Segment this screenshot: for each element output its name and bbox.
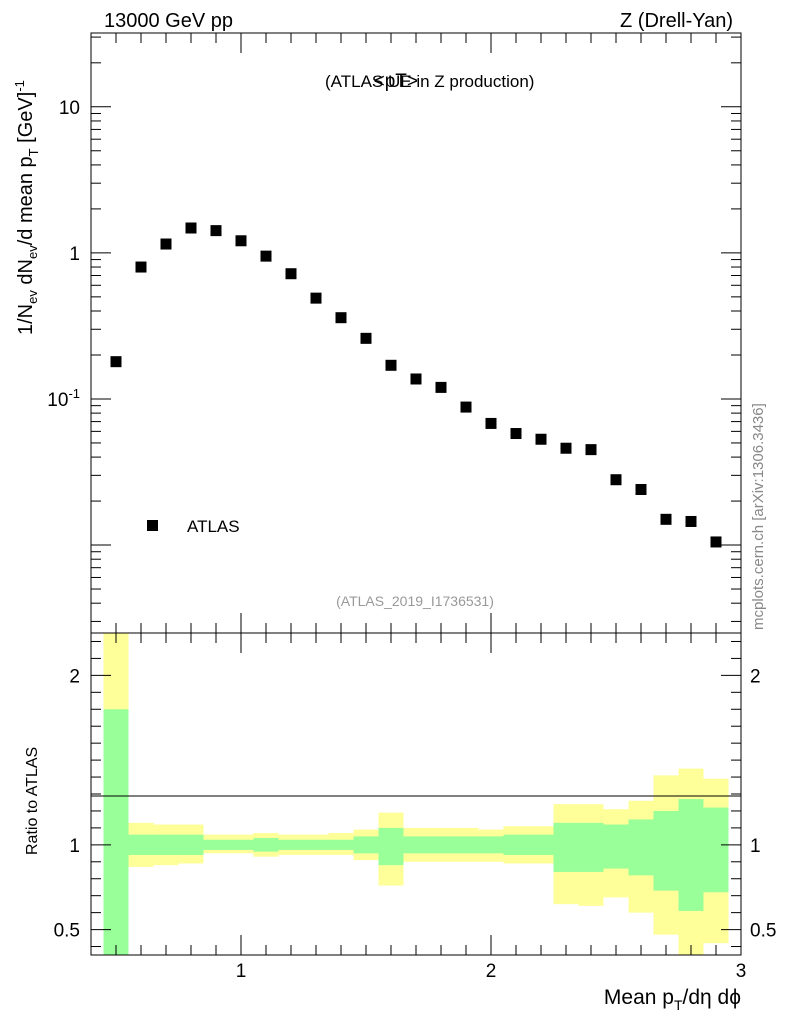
data-point (110, 356, 122, 368)
data-point (485, 417, 497, 429)
data-point (610, 474, 622, 486)
data-point (635, 484, 647, 496)
ratio-ticks-layer: 0.5 0.5 1 1 2 2 1 2 3 (54, 633, 776, 982)
ratio-bands-layer (103, 633, 729, 955)
x-axis-label: Mean pT/dη dϕ (604, 986, 741, 1013)
data-point (135, 261, 147, 273)
data-point (335, 312, 347, 324)
ratio-band-inner (428, 836, 454, 854)
main-y-axis-label: 1/Nev dNev/d mean pT [GeV]-1 (12, 80, 41, 335)
ratio-y-tick-label: 2 (69, 666, 80, 687)
data-point (710, 536, 722, 548)
main-subtitle: (ATLAS UE in Z production) (325, 72, 534, 91)
ratio-band-inner (528, 834, 554, 856)
ratio-band-inner (628, 819, 654, 876)
legend-marker (147, 520, 158, 531)
ratio-band-inner (303, 839, 329, 850)
ratio-band-inner (103, 709, 129, 955)
ratio-band-inner (203, 839, 229, 850)
y-tick-label: 10 (59, 98, 80, 119)
data-point (685, 515, 697, 527)
ratio-band-inner (153, 834, 179, 856)
process-label: Z (Drell-Yan) (620, 10, 733, 32)
legend-label: ATLAS (187, 517, 240, 536)
ratio-band-inner (378, 827, 404, 866)
data-point (360, 332, 372, 344)
x-tick-label: 1 (236, 961, 247, 982)
ratio-band-inner (703, 807, 729, 893)
ratio-band-inner (278, 839, 304, 850)
ratio-band-inner (403, 836, 429, 854)
ratio-band-inner (678, 799, 704, 911)
ratio-band-inner (328, 839, 354, 850)
data-point (510, 428, 522, 440)
ratio-band-inner (578, 822, 604, 872)
ratio-band-inner (228, 839, 254, 850)
data-point (310, 292, 322, 304)
data-point (410, 373, 422, 385)
data-point (535, 433, 547, 445)
ratio-band-inner (178, 834, 204, 856)
data-point (660, 513, 672, 525)
ratio-band-inner (653, 810, 679, 891)
ratio-panel: 0.5 0.5 1 1 2 2 1 2 3 Ratio to ATLAS (24, 632, 776, 982)
ratio-y-tick-label: 1 (69, 836, 80, 857)
main-title: <pT> (374, 71, 418, 92)
watermark: mcplots.cern.ch [arXiv:1306.3436] (750, 403, 767, 630)
data-point (560, 442, 572, 454)
analysis-tag: (ATLAS_2019_I1736531) (336, 593, 494, 609)
ratio-band-inner (503, 834, 529, 856)
data-point (585, 444, 597, 456)
ratio-band-inner (553, 822, 579, 872)
data-point (185, 222, 197, 234)
main-frame (90, 32, 742, 634)
data-point (460, 401, 472, 413)
energy-label: 13000 GeV pp (104, 10, 233, 32)
data-point (435, 381, 447, 393)
y-tick-label: 10-1 (47, 386, 80, 411)
ratio-band-inner (353, 836, 379, 854)
ratio-y-tick-label: 0.5 (750, 921, 776, 942)
ratio-band-inner (603, 824, 629, 869)
ratio-band-inner (128, 834, 154, 856)
data-point (210, 225, 222, 237)
data-point (235, 235, 247, 247)
x-tick-label: 3 (736, 961, 747, 982)
main-ticks-layer: 10 1 10-1 (47, 33, 742, 633)
data-point (285, 268, 297, 280)
x-tick-label: 2 (486, 961, 497, 982)
y-tick-label: 1 (69, 244, 80, 265)
ratio-band-inner (478, 836, 504, 854)
ratio-y-axis-label: Ratio to ATLAS (24, 747, 41, 855)
data-point (160, 238, 172, 250)
data-point (385, 359, 397, 371)
ratio-y-tick-label: 1 (750, 836, 761, 857)
data-point (260, 250, 272, 262)
ratio-y-tick-label: 0.5 (54, 921, 80, 942)
ratio-band-inner (253, 838, 279, 852)
ratio-y-tick-label: 2 (750, 666, 761, 687)
data-points-layer (110, 222, 722, 548)
ratio-band-inner (453, 836, 479, 854)
ratio-frame (90, 632, 742, 956)
